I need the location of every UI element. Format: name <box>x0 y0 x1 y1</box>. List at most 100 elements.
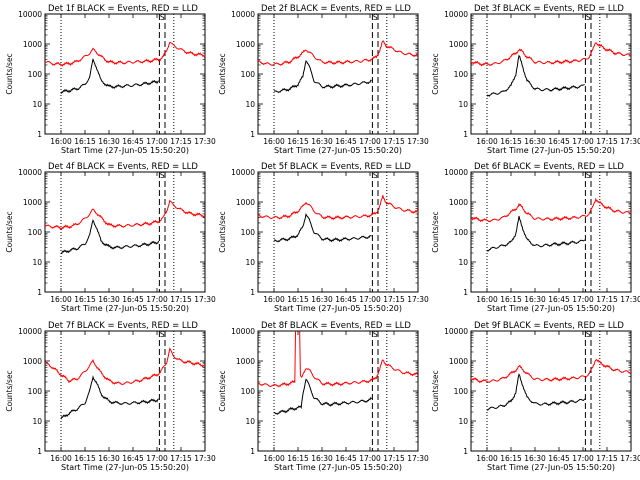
y-tick-label: 10 <box>32 417 42 426</box>
y-tick-label: 1 <box>37 447 42 456</box>
y-tick-label: 10000 <box>444 10 468 19</box>
x-tick-label: 16:15 <box>287 454 309 463</box>
x-tick-label: 17:30 <box>407 454 429 463</box>
panel-det-5f: Det 5f BLACK = Events, RED = LLD 1 10 100 10… <box>218 162 429 313</box>
y-tick-label: 100 <box>241 228 256 237</box>
y-tick-label: 10000 <box>18 10 42 19</box>
x-tick-label: 17:30 <box>407 137 429 146</box>
lld-series-line <box>45 347 205 386</box>
panel-det-8f: Det 8f BLACK = Events, RED = LLD 1 10 100 10… <box>218 321 429 472</box>
lld-series-line <box>258 40 418 66</box>
x-tick-label: 17:00 <box>572 295 594 304</box>
x-tick-label: 17:15 <box>383 295 405 304</box>
y-axis-label: Counts/sec <box>5 53 14 94</box>
x-tick-label: 16:00 <box>263 454 285 463</box>
x-tick-label: 16:30 <box>524 454 546 463</box>
x-tick-label: 16:00 <box>50 137 72 146</box>
x-axis-label: Start Time (27-Jun-05 15:50:20) <box>61 304 189 313</box>
x-tick-label: 17:00 <box>572 137 594 146</box>
y-tick-label: 1 <box>463 130 468 139</box>
y-tick-label: 10 <box>458 258 468 267</box>
x-tick-label: 16:45 <box>548 454 570 463</box>
x-tick-label: 16:15 <box>74 295 96 304</box>
x-tick-label: 17:15 <box>383 137 405 146</box>
panel-det-2f: Det 2f BLACK = Events, RED = LLD 1 10 100 10… <box>218 4 429 155</box>
panel-title: Det 1f BLACK = Events, RED = LLD <box>48 4 198 14</box>
y-tick-label: 10 <box>458 417 468 426</box>
y-tick-label: 10 <box>245 258 255 267</box>
panel-title: Det 4f BLACK = Events, RED = LLD <box>48 162 198 172</box>
events-series-line <box>486 54 585 97</box>
lld-series-line <box>471 358 631 384</box>
x-tick-label: 17:30 <box>194 137 216 146</box>
y-tick-label: 1 <box>250 130 255 139</box>
panel-det-4f: Det 4f BLACK = Events, RED = LLD 1 10 100 10… <box>5 162 216 313</box>
saa-marker-label: S <box>586 171 591 180</box>
axes-frame <box>470 13 632 135</box>
y-tick-label: 1 <box>250 288 255 297</box>
y-axis-label: Counts/sec <box>218 370 227 411</box>
saa-marker-label: S <box>586 13 591 22</box>
panel-title: Det 3f BLACK = Events, RED = LLD <box>474 4 624 14</box>
x-tick-label: 16:15 <box>500 454 522 463</box>
x-tick-label: 16:30 <box>524 137 546 146</box>
axes-frame <box>257 13 419 135</box>
panel-det-9f: Det 9f BLACK = Events, RED = LLD 1 10 100 10… <box>431 321 640 472</box>
lld-series-line <box>258 195 418 221</box>
x-tick-label: 16:15 <box>500 137 522 146</box>
x-axis-label: Start Time (27-Jun-05 15:50:20) <box>274 304 402 313</box>
events-series-line <box>273 60 372 94</box>
panel-title: Det 6f BLACK = Events, RED = LLD <box>474 162 624 172</box>
x-tick-label: 16:45 <box>548 137 570 146</box>
axes-frame <box>257 330 419 452</box>
y-tick-label: 1000 <box>23 198 42 207</box>
y-tick-label: 100 <box>241 387 256 396</box>
x-tick-label: 17:00 <box>146 454 168 463</box>
axes-frame <box>470 171 632 293</box>
x-tick-label: 17:30 <box>620 454 640 463</box>
saa-marker-label: S <box>373 330 378 339</box>
events-series-line <box>60 58 159 94</box>
y-tick-label: 1000 <box>23 357 42 366</box>
x-tick-label: 17:30 <box>194 295 216 304</box>
x-tick-label: 17:00 <box>359 454 381 463</box>
y-tick-label: 10 <box>32 258 42 267</box>
x-tick-label: 17:15 <box>170 137 192 146</box>
x-tick-label: 17:15 <box>596 454 618 463</box>
lld-series-line <box>471 42 631 67</box>
x-tick-label: 16:45 <box>122 295 144 304</box>
saa-marker-label: S <box>160 171 165 180</box>
x-tick-label: 17:30 <box>620 295 640 304</box>
x-tick-label: 17:15 <box>170 295 192 304</box>
x-tick-label: 17:00 <box>146 295 168 304</box>
x-tick-label: 16:30 <box>311 295 333 304</box>
y-tick-label: 100 <box>454 387 469 396</box>
x-tick-label: 17:30 <box>620 137 640 146</box>
x-tick-label: 16:00 <box>263 295 285 304</box>
y-tick-label: 1000 <box>449 40 468 49</box>
x-tick-label: 16:45 <box>122 454 144 463</box>
panel-title: Det 8f BLACK = Events, RED = LLD <box>261 321 411 331</box>
x-tick-label: 16:15 <box>500 295 522 304</box>
x-axis-label: Start Time (27-Jun-05 15:50:20) <box>61 146 189 155</box>
x-tick-label: 17:15 <box>596 137 618 146</box>
y-tick-label: 10000 <box>231 168 255 177</box>
y-tick-label: 1000 <box>23 40 42 49</box>
x-tick-label: 17:30 <box>407 295 429 304</box>
x-tick-label: 17:15 <box>383 454 405 463</box>
x-tick-label: 16:15 <box>74 454 96 463</box>
axes-frame <box>44 13 206 135</box>
y-tick-label: 10000 <box>18 168 42 177</box>
y-tick-label: 10 <box>245 417 255 426</box>
y-tick-label: 1 <box>250 447 255 456</box>
x-tick-label: 17:15 <box>170 454 192 463</box>
lld-series-line <box>471 197 631 223</box>
x-tick-label: 16:30 <box>98 137 120 146</box>
events-series-line <box>486 215 585 252</box>
x-tick-label: 17:00 <box>359 137 381 146</box>
saa-marker-label: S <box>373 171 378 180</box>
y-tick-label: 100 <box>28 228 43 237</box>
y-tick-label: 1 <box>463 288 468 297</box>
x-tick-label: 16:30 <box>311 454 333 463</box>
